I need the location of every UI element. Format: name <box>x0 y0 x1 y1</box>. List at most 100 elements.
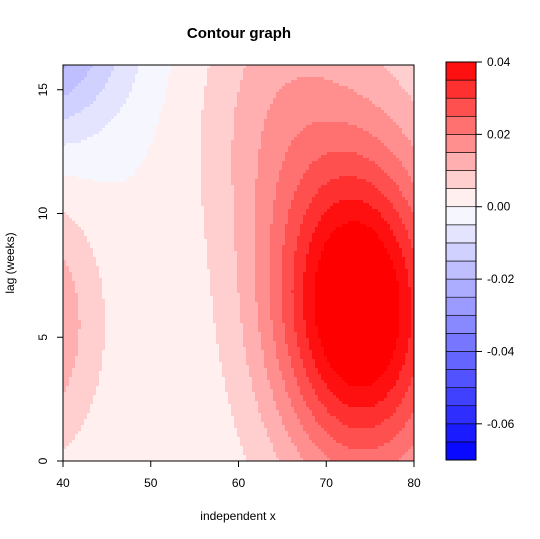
contour-cell <box>78 65 82 69</box>
contour-cell <box>102 143 106 147</box>
contour-cell <box>222 140 226 144</box>
contour-cell <box>264 92 268 96</box>
contour-cell <box>147 65 151 69</box>
contour-cell <box>234 143 238 147</box>
contour-cell <box>327 119 331 123</box>
contour-cell <box>315 128 319 132</box>
contour-cell <box>138 191 142 195</box>
contour-cell <box>99 155 103 159</box>
contour-cell <box>225 143 229 147</box>
contour-cell <box>306 158 310 162</box>
contour-cell <box>123 161 127 165</box>
contour-cell <box>87 65 91 69</box>
contour-cell <box>234 140 238 144</box>
contour-cell <box>183 182 187 186</box>
contour-cell <box>219 137 223 141</box>
contour-cell <box>138 95 142 99</box>
contour-cell <box>411 71 414 75</box>
contour-cell <box>186 80 190 84</box>
contour-cell <box>153 95 157 99</box>
contour-cell <box>312 152 316 156</box>
contour-cell <box>300 107 304 111</box>
contour-cell <box>204 80 208 84</box>
contour-cell <box>168 71 172 75</box>
contour-cell <box>168 101 172 105</box>
contour-cell <box>303 155 307 159</box>
contour-cell <box>246 131 250 135</box>
contour-cell <box>99 122 103 126</box>
contour-cell <box>306 164 310 168</box>
contour-cell <box>114 95 118 99</box>
contour-cell <box>78 188 82 192</box>
contour-cell <box>309 113 313 117</box>
contour-cell <box>207 80 211 84</box>
contour-cell <box>192 80 196 84</box>
contour-cell <box>327 68 331 72</box>
contour-cell <box>96 89 100 93</box>
contour-cell <box>315 179 319 183</box>
contour-cell <box>348 110 352 114</box>
contour-cell <box>168 140 172 144</box>
contour-cell <box>264 149 268 153</box>
contour-cell <box>90 89 94 93</box>
contour-cell <box>201 71 205 75</box>
contour-cell <box>273 71 277 75</box>
contour-cell <box>135 182 139 186</box>
contour-cell <box>252 116 256 120</box>
contour-cell <box>105 146 109 150</box>
contour-cell <box>348 104 352 108</box>
contour-cell <box>195 185 199 189</box>
contour-cell <box>105 83 109 87</box>
contour-cell <box>264 110 268 114</box>
contour-cell <box>153 71 157 75</box>
contour-cell <box>258 104 262 108</box>
contour-cell <box>234 86 238 90</box>
contour-cell <box>105 104 109 108</box>
contour-cell <box>75 152 79 156</box>
contour-cell <box>396 83 400 87</box>
contour-cell <box>333 83 337 87</box>
contour-cell <box>222 188 226 192</box>
contour-cell <box>114 122 118 126</box>
contour-cell <box>360 80 364 84</box>
contour-cell <box>351 74 355 78</box>
contour-cell <box>249 71 253 75</box>
contour-cell <box>390 65 394 69</box>
contour-cell <box>69 86 73 90</box>
contour-cell <box>342 77 346 81</box>
contour-cell <box>99 182 103 186</box>
contour-cell <box>345 92 349 96</box>
contour-cell <box>147 164 151 168</box>
contour-cell <box>231 71 235 75</box>
contour-cell <box>243 179 247 183</box>
contour-cell <box>297 107 301 111</box>
contour-cell <box>291 140 295 144</box>
contour-cell <box>261 83 265 87</box>
contour-cell <box>204 164 208 168</box>
contour-cell <box>87 116 91 120</box>
contour-cell <box>342 98 346 102</box>
contour-cell <box>276 161 280 165</box>
contour-cell <box>123 188 127 192</box>
contour-cell <box>186 158 190 162</box>
contour-cell <box>384 161 388 165</box>
contour-cell <box>321 68 325 72</box>
contour-cell <box>78 110 82 114</box>
contour-cell <box>147 191 151 195</box>
contour-cell <box>282 188 286 192</box>
contour-cell <box>147 122 151 126</box>
contour-cell <box>312 134 316 138</box>
contour-cell <box>153 143 157 147</box>
contour-cell <box>201 128 205 132</box>
contour-cell <box>264 131 268 135</box>
contour-cell <box>180 65 184 69</box>
contour-cell <box>327 125 331 129</box>
contour-cell <box>105 86 109 90</box>
contour-cell <box>195 83 199 87</box>
contour-cell <box>156 188 160 192</box>
contour-cell <box>339 140 343 144</box>
contour-cell <box>408 152 412 156</box>
contour-cell <box>174 71 178 75</box>
contour-cell <box>177 188 181 192</box>
contour-cell <box>411 155 414 159</box>
